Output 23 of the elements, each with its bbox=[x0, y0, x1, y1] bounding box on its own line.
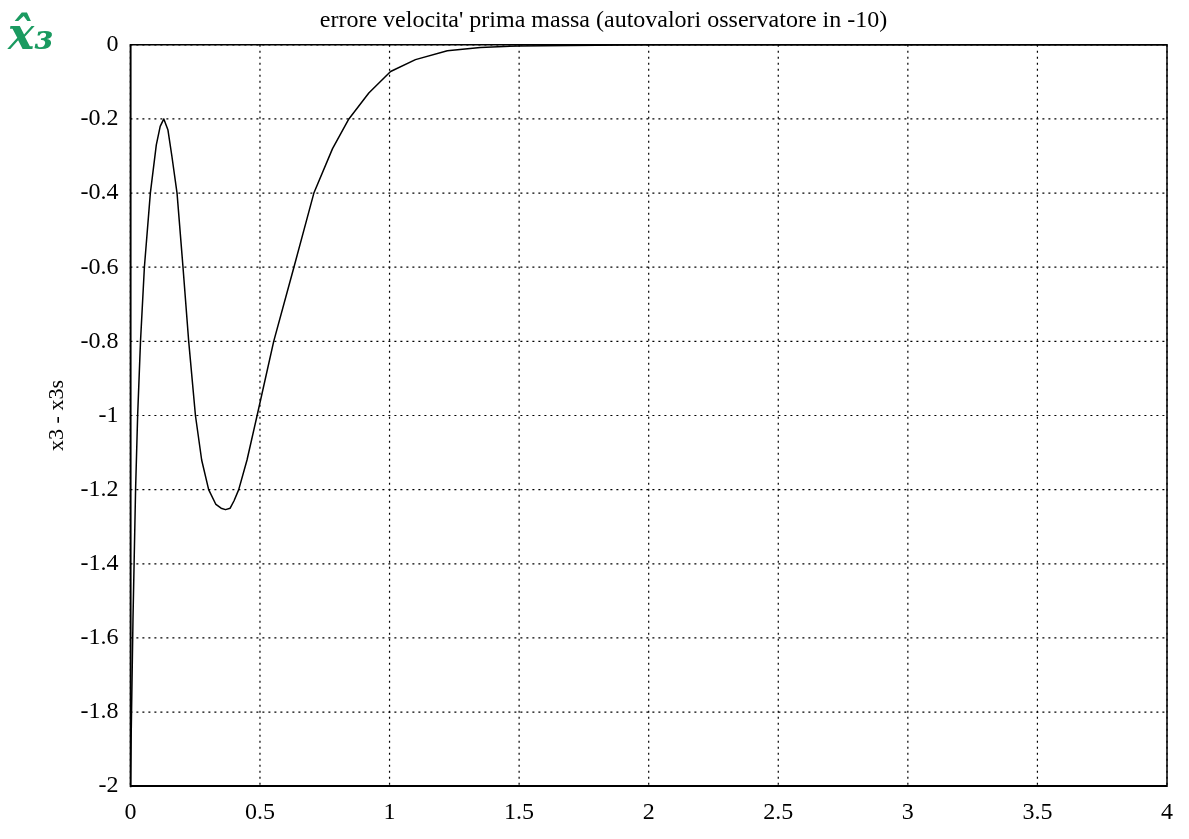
y-tick-label: -1.6 bbox=[80, 623, 119, 650]
chart-title: errore velocita' prima massa (autovalori osservatore in -10) bbox=[319, 5, 888, 32]
x-tick-label: 0 bbox=[124, 797, 137, 824]
x-tick-label: 1.5 bbox=[504, 797, 535, 824]
y-tick-label: 0 bbox=[106, 30, 119, 57]
x-tick-label: 4 bbox=[1161, 797, 1173, 824]
x-tick-label: 3.5 bbox=[1022, 797, 1053, 824]
x-tick-label: 1 bbox=[383, 797, 396, 824]
y-axis-title: x3 - x3s bbox=[42, 380, 68, 451]
x-tick-label: 0.5 bbox=[244, 797, 275, 824]
y-tick-label: -0.8 bbox=[80, 326, 119, 353]
x-tick-label: 2 bbox=[642, 797, 655, 824]
x-tick-label: 2.5 bbox=[763, 797, 794, 824]
y-tick-label: -1 bbox=[98, 400, 119, 427]
y-tick-label: -2 bbox=[98, 771, 119, 798]
y-tick-label: -1.8 bbox=[80, 697, 119, 724]
y-tick-label: -0.6 bbox=[80, 252, 119, 279]
y-tick-label: -0.4 bbox=[80, 178, 119, 205]
y-tick-label: -0.2 bbox=[80, 104, 119, 131]
x-tick-label: 3 bbox=[901, 797, 914, 824]
y-tick-label: -1.2 bbox=[80, 474, 119, 501]
y-tick-label: -1.4 bbox=[80, 549, 119, 576]
text: x̂₃ bbox=[8, 8, 54, 59]
